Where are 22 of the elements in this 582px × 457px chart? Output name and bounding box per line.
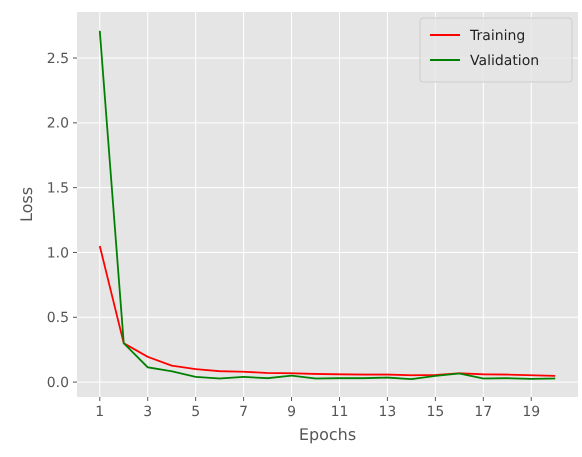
x-tick-label: 15: [426, 404, 444, 420]
x-tick-label: 9: [287, 404, 296, 420]
line-series: [98, 30, 556, 380]
line-series: [98, 245, 556, 377]
y-tick-label: 2.0: [46, 116, 69, 132]
y-tick-label: 0.5: [46, 310, 69, 326]
x-tick-label: 19: [522, 404, 540, 420]
x-tick-label: 11: [330, 404, 348, 420]
x-axis-title: Epochs: [298, 425, 356, 444]
x-tick-label: 5: [191, 404, 200, 420]
y-tick-label: 2.5: [46, 50, 69, 67]
x-tick-label: 13: [378, 404, 396, 420]
x-tick-label: 17: [474, 404, 492, 420]
legend-label: Validation: [470, 52, 540, 69]
y-tick-label: 1.5: [46, 180, 69, 197]
x-tick-label: 7: [239, 404, 248, 420]
x-tick-label: 1: [95, 404, 104, 420]
y-tick-label: 1.0: [46, 245, 69, 262]
y-tick-label: 0.0: [46, 374, 69, 391]
x-tick-label: 3: [143, 404, 152, 420]
y-axis-title: Loss: [17, 186, 36, 222]
legend-label: Training: [469, 28, 526, 44]
